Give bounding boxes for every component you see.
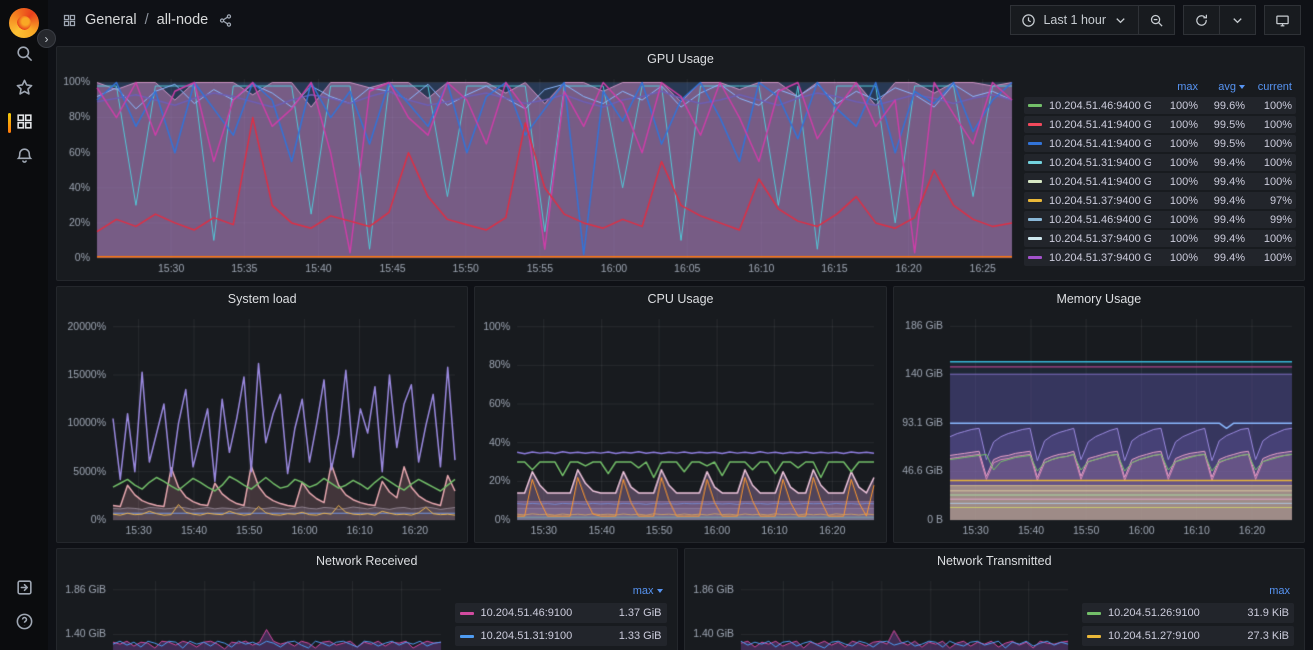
sidebar-item-alerting[interactable] xyxy=(0,140,48,174)
panel-network-transmitted: Network Transmitted max 10.204.51.26:9100… xyxy=(683,548,1305,650)
series-swatch xyxy=(1028,218,1042,221)
series-swatch xyxy=(1028,142,1042,145)
legend-row[interactable]: 10.204.51.46:9100 1.37 GiB xyxy=(454,603,667,623)
topbar-controls: Last 1 hour xyxy=(1010,5,1301,35)
legend-row[interactable]: 10.204.51.31:9400 GPU 5100%99.4%100% xyxy=(1024,154,1296,171)
legend-row[interactable]: 10.204.51.37:9400 GPU 3100%99.4%97% xyxy=(1024,192,1296,209)
legend-row[interactable]: 10.204.51.41:9400 GPU 2100%99.5%100% xyxy=(1024,116,1296,133)
series-swatch xyxy=(1028,161,1042,164)
legend-sort-max[interactable]: max xyxy=(1269,585,1290,597)
breadcrumb: General / all-node xyxy=(62,12,233,28)
sidebar-item-starred[interactable] xyxy=(0,72,48,106)
legend-row[interactable]: 10.204.51.41:9400 GPU 3100%99.5%100% xyxy=(1024,135,1296,152)
chevron-down-icon xyxy=(1113,13,1128,28)
refresh-icon xyxy=(1194,13,1209,28)
panel-title-net-tx[interactable]: Network Transmitted xyxy=(936,554,1052,568)
series-swatch xyxy=(459,611,474,615)
bell-icon xyxy=(15,146,34,168)
sidebar xyxy=(0,0,48,650)
sidebar-item-help[interactable] xyxy=(0,606,48,640)
series-swatch xyxy=(1028,104,1042,107)
chevron-down-icon xyxy=(656,589,663,594)
dashboard-grid: GPU Usage max avg current 10.204.51.46:9400… xyxy=(48,40,1313,650)
legend-sort-max[interactable]: max xyxy=(1177,81,1198,93)
legend-row[interactable]: 10.204.51.46:9400 GPU 7100%99.4%99% xyxy=(1024,211,1296,228)
search-icon xyxy=(15,44,34,66)
star-icon xyxy=(15,78,34,100)
legend-row[interactable]: 10.204.51.41:9400 GPU 6100%99.4%100% xyxy=(1024,173,1296,190)
cycle-view-button[interactable] xyxy=(1264,5,1301,35)
legend-row[interactable]: 10.204.51.26:9100 31.9 KiB xyxy=(1082,603,1294,623)
panel-title-memory[interactable]: Memory Usage xyxy=(1056,292,1142,306)
panel-title-cpu[interactable]: CPU Usage xyxy=(647,292,714,306)
series-swatch xyxy=(1028,123,1042,126)
zoom-out-button[interactable] xyxy=(1139,5,1175,35)
chevron-down-icon xyxy=(1239,85,1245,90)
panel-title-gpu[interactable]: GPU Usage xyxy=(647,52,714,66)
zoom-out-icon xyxy=(1149,13,1164,28)
memory-usage-chart[interactable] xyxy=(897,311,1300,540)
legend-row[interactable]: 10.204.51.46:9400 GPU 2100%99.6%100% xyxy=(1024,97,1296,114)
legend-header: max avg current xyxy=(1024,79,1296,95)
panel-gpu-usage: GPU Usage max avg current 10.204.51.46:9400… xyxy=(56,46,1305,281)
system-load-chart[interactable] xyxy=(61,311,464,540)
network-transmitted-chart[interactable] xyxy=(688,573,1076,650)
clock-icon xyxy=(1021,13,1036,28)
sidebar-expand-button[interactable]: › xyxy=(37,29,56,48)
sign-in-icon xyxy=(15,578,34,600)
series-swatch xyxy=(1028,199,1042,202)
legend-row[interactable]: 10.204.51.31:9100 1.33 GiB xyxy=(454,626,667,646)
breadcrumb-separator: / xyxy=(144,12,149,28)
sidebar-item-search[interactable] xyxy=(0,38,48,72)
series-swatch xyxy=(1028,256,1042,259)
dashboard-icon xyxy=(62,13,77,28)
help-icon xyxy=(15,612,34,634)
grafana-logo[interactable] xyxy=(9,8,39,38)
series-swatch xyxy=(1087,611,1101,615)
series-swatch xyxy=(1028,180,1042,183)
refresh-interval-button[interactable] xyxy=(1220,5,1256,35)
series-swatch xyxy=(459,634,474,638)
cpu-usage-chart[interactable] xyxy=(479,311,882,540)
breadcrumb-folder[interactable]: General xyxy=(85,12,137,28)
time-range-label: Last 1 hour xyxy=(1043,13,1106,27)
sidebar-item-sign-in[interactable] xyxy=(0,572,48,606)
chevron-down-icon xyxy=(1230,13,1245,28)
legend-sort-current[interactable]: current xyxy=(1257,81,1292,93)
net-tx-legend: max 10.204.51.26:9100 31.9 KiB 10.204.51.27… xyxy=(1082,585,1294,646)
panel-system-load: System load xyxy=(56,286,469,543)
share-icon[interactable] xyxy=(218,13,233,28)
legend-row[interactable]: 10.204.51.27:9100 27.3 KiB xyxy=(1082,626,1294,646)
time-range-button[interactable]: Last 1 hour xyxy=(1010,5,1139,35)
legend-sort-avg[interactable]: avg xyxy=(1198,81,1245,93)
dashboards-icon xyxy=(15,112,34,134)
panel-network-received: Network Received max 10.204.51.46:9100 1.3… xyxy=(56,548,678,650)
gpu-usage-chart[interactable] xyxy=(61,71,1020,278)
net-rx-legend: max 10.204.51.46:9100 1.37 GiB 10.204.51.31… xyxy=(454,585,667,646)
sidebar-item-dashboards[interactable] xyxy=(0,106,48,140)
monitor-icon xyxy=(1275,13,1290,28)
legend-sort-max[interactable]: max xyxy=(455,585,667,600)
breadcrumb-dashboard[interactable]: all-node xyxy=(156,12,209,28)
panel-memory-usage: Memory Usage xyxy=(892,286,1305,543)
refresh-button[interactable] xyxy=(1183,5,1220,35)
panel-cpu-usage: CPU Usage xyxy=(474,286,887,543)
topbar: General / all-node Last 1 hour xyxy=(48,0,1313,40)
panel-title-system-load[interactable]: System load xyxy=(227,292,297,306)
network-received-chart[interactable] xyxy=(61,573,449,650)
legend-row[interactable]: 10.204.51.37:9400 GPU 4100%99.4%100% xyxy=(1024,230,1296,247)
series-swatch xyxy=(1028,237,1042,240)
series-swatch xyxy=(1087,634,1101,638)
panel-title-net-rx[interactable]: Network Received xyxy=(316,554,418,568)
active-indicator xyxy=(8,113,11,133)
